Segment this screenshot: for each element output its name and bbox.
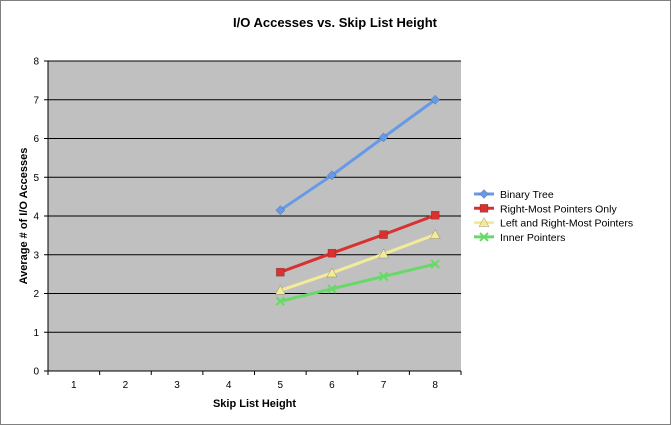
data-point bbox=[327, 284, 337, 294]
data-point bbox=[275, 205, 286, 216]
series-0 bbox=[275, 94, 441, 216]
legend-entry: Binary Tree bbox=[500, 189, 554, 201]
x-tick-label: 3 bbox=[174, 380, 180, 391]
x-tick-label: 4 bbox=[226, 380, 232, 391]
series-line bbox=[279, 213, 436, 274]
y-tick-label: 8 bbox=[33, 57, 39, 68]
grid-lines bbox=[48, 60, 461, 372]
data-point bbox=[430, 94, 441, 105]
data-point bbox=[327, 170, 337, 181]
legend-marker bbox=[479, 232, 489, 242]
x-tick-label: 6 bbox=[329, 380, 335, 391]
y-tick-label: 4 bbox=[33, 212, 39, 223]
y-tick-label: 0 bbox=[33, 367, 39, 378]
chart-title: I/O Accesses vs. Skip List Height bbox=[233, 15, 438, 30]
axes bbox=[44, 60, 462, 375]
series-line bbox=[279, 98, 437, 212]
marker-stroke bbox=[327, 284, 337, 294]
x-tick-label: 7 bbox=[381, 380, 387, 391]
data-point bbox=[326, 267, 338, 278]
series-2 bbox=[274, 229, 441, 295]
y-tick-label: 7 bbox=[33, 95, 39, 106]
data-point bbox=[379, 230, 388, 239]
marker-stroke bbox=[430, 259, 440, 269]
x-axis-title: Skip List Height bbox=[213, 398, 296, 410]
y-tick-label: 1 bbox=[33, 328, 39, 339]
legend-entry: Left and Right-Most Pointers bbox=[500, 218, 633, 230]
data-point bbox=[276, 267, 285, 277]
marker-stroke bbox=[275, 296, 286, 306]
marker-stroke bbox=[479, 232, 489, 242]
series-1 bbox=[276, 210, 440, 277]
data-point bbox=[275, 296, 286, 306]
data-point bbox=[327, 248, 337, 258]
y-axis-title: Average # of I/O Accesses bbox=[18, 148, 30, 285]
x-tick-label: 1 bbox=[71, 380, 77, 391]
series-3 bbox=[275, 259, 440, 306]
legend-marker bbox=[478, 217, 490, 227]
data-point bbox=[274, 284, 286, 295]
data-point bbox=[378, 271, 389, 282]
x-tick-label: 5 bbox=[278, 380, 284, 391]
x-tick-label: 2 bbox=[123, 380, 129, 391]
y-tick-label: 5 bbox=[33, 173, 39, 184]
marker-stroke bbox=[378, 271, 389, 282]
data-point bbox=[430, 259, 440, 269]
series-line bbox=[279, 233, 436, 292]
y-tick-label: 6 bbox=[33, 134, 39, 145]
x-tick-label: 8 bbox=[432, 380, 438, 391]
legend-entry: Right-Most Pointers Only bbox=[500, 203, 617, 215]
data-point bbox=[430, 210, 440, 220]
series-layer bbox=[274, 94, 441, 306]
data-point bbox=[378, 248, 389, 259]
data-point bbox=[378, 132, 389, 143]
tick-labels: 0 1 2 3 4 5 6 7 8 1 2 3 4 5 6 7 8 bbox=[33, 57, 438, 392]
legend: Binary Tree Right-Most Pointers Only Left … bbox=[474, 189, 633, 244]
y-tick-label: 3 bbox=[33, 250, 39, 261]
series-line bbox=[279, 262, 436, 303]
legend-entry: Inner Pointers bbox=[500, 232, 565, 244]
data-point bbox=[429, 229, 441, 239]
y-tick-label: 2 bbox=[33, 289, 39, 300]
legend-marker bbox=[479, 204, 489, 213]
legend-marker bbox=[479, 189, 489, 199]
